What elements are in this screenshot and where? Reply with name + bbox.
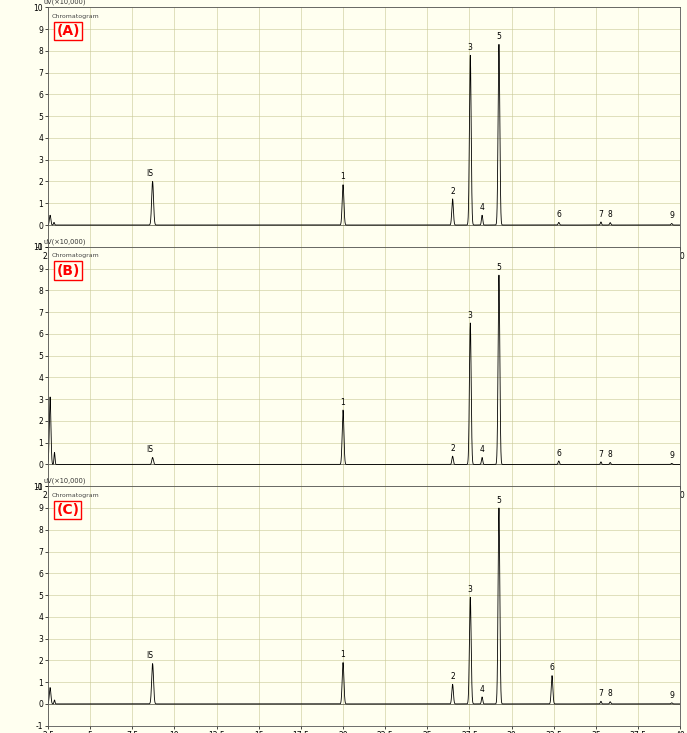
Text: Chromatogram: Chromatogram [52,493,99,498]
Text: 6: 6 [556,449,561,457]
Text: IS: IS [146,169,154,178]
Text: IS: IS [146,445,154,454]
Text: 2: 2 [450,444,455,453]
Text: 5: 5 [497,496,502,505]
Text: 4: 4 [480,203,484,212]
Text: (C): (C) [56,503,79,517]
Text: uV(×10,000): uV(×10,000) [43,477,86,484]
Text: 1: 1 [341,650,346,659]
Text: 9: 9 [669,451,674,460]
Text: 6: 6 [556,210,561,219]
Text: IS: IS [146,652,154,660]
Text: uV(×10,000): uV(×10,000) [43,238,86,245]
Text: 3: 3 [468,585,473,594]
Text: 2: 2 [450,187,455,196]
Text: 6: 6 [550,663,554,672]
Text: (A): (A) [56,24,80,38]
Text: 7: 7 [598,449,603,459]
Text: 5: 5 [497,263,502,272]
Text: 1: 1 [341,398,346,407]
Text: 4: 4 [480,685,484,693]
Text: 1: 1 [341,172,346,182]
Text: 4: 4 [480,445,484,454]
Text: 8: 8 [608,210,613,219]
Text: Chromatogram: Chromatogram [52,14,99,19]
Text: Chromatogram: Chromatogram [52,254,99,258]
Text: uV(×10,000): uV(×10,000) [43,0,86,5]
Text: 3: 3 [468,311,473,320]
Text: 7: 7 [598,210,603,218]
Text: 5: 5 [497,32,502,41]
Text: 2: 2 [450,672,455,681]
Text: 9: 9 [669,211,674,220]
Text: 8: 8 [608,450,613,460]
Text: 3: 3 [468,43,473,52]
Text: (B): (B) [56,264,80,278]
Text: 7: 7 [598,689,603,698]
Text: 8: 8 [608,690,613,699]
Text: 9: 9 [669,690,674,699]
